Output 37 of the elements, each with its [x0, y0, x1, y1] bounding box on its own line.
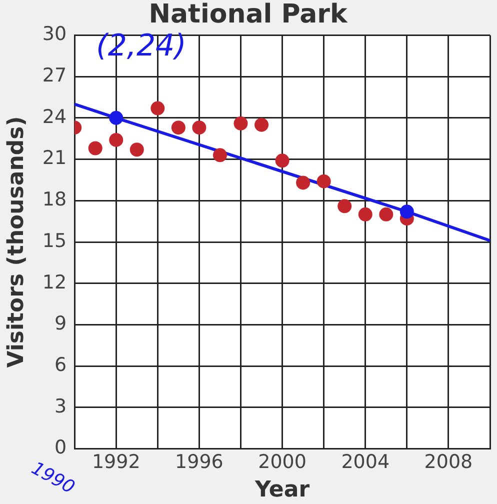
- point: [212, 148, 227, 162]
- point: [358, 207, 372, 222]
- point: [275, 154, 290, 168]
- point: [296, 176, 310, 190]
- y-tick-label: 24: [42, 106, 67, 128]
- x-tick-label: 2004: [341, 451, 390, 474]
- y-tick-label: 30: [42, 23, 67, 46]
- point: [130, 142, 144, 157]
- point: [379, 207, 394, 222]
- point: [192, 120, 206, 135]
- chart-title: National Park: [148, 0, 348, 30]
- y-tick-label: 9: [54, 312, 67, 335]
- y-tick-label: 12: [42, 271, 67, 294]
- point: [234, 116, 248, 130]
- x-tick-label: 2000: [258, 451, 306, 474]
- y-axis-title: Visitors (thousands): [4, 116, 29, 368]
- x-tick-label: 2008: [424, 451, 473, 474]
- x-tick-label: 1992: [92, 451, 140, 474]
- y-tick-label: 15: [42, 230, 67, 252]
- y-tick-label: 6: [54, 354, 67, 376]
- y-tick-label: 18: [42, 188, 67, 211]
- point: [109, 110, 124, 125]
- point: [88, 141, 102, 156]
- point: [338, 199, 352, 214]
- y-tick-label: 27: [42, 64, 67, 86]
- point: [316, 174, 331, 188]
- point: [254, 118, 269, 132]
- text: 1990: [28, 458, 78, 498]
- point: [109, 132, 124, 147]
- y-tick-label: 3: [54, 395, 67, 418]
- y-tick-label: 21: [42, 147, 67, 170]
- point: [171, 120, 186, 135]
- point: [150, 101, 165, 116]
- y-tick-label: 0: [54, 436, 67, 459]
- point: [400, 204, 414, 219]
- x-axis-title: Year: [254, 478, 310, 503]
- x-tick-label: 1996: [175, 451, 224, 474]
